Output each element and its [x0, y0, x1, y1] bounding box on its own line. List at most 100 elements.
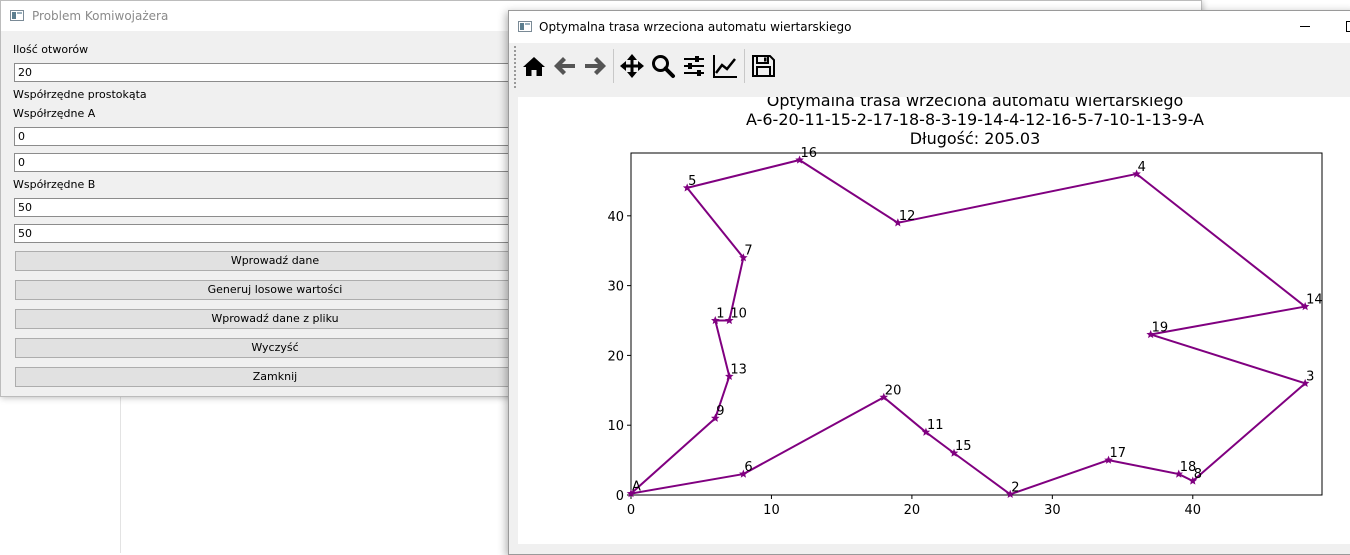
- point-marker-12: [893, 218, 903, 227]
- close-button[interactable]: Zamknij: [15, 367, 535, 387]
- enter-data-button[interactable]: Wprowadź dane: [15, 251, 535, 271]
- point-label-1: 1: [716, 307, 724, 322]
- y-tick-label: 10: [607, 419, 624, 434]
- point-label-6: 6: [744, 460, 752, 475]
- route-segment: [883, 396, 927, 433]
- point-marker-6: [739, 469, 748, 478]
- toolbar-separator: [613, 49, 614, 83]
- point-marker-10: [725, 316, 734, 325]
- coords-a-label: Współrzędne A: [13, 107, 96, 120]
- holes-label: Ilość otworów: [13, 43, 89, 56]
- point-label-A: A: [632, 480, 641, 495]
- x-tick-label: 40: [1185, 503, 1202, 518]
- point-marker-8: [1188, 476, 1198, 485]
- pan-icon[interactable]: [619, 53, 645, 79]
- route-chart: Optymalna trasa wrzeciona automatu wiert…: [607, 97, 1323, 518]
- route-segment: [953, 452, 1011, 496]
- point-marker-14: [1300, 302, 1310, 311]
- point-marker-18: [1174, 469, 1184, 478]
- route-segment: [897, 172, 1137, 224]
- plot-window: Optymalna trasa wrzeciona automatu wiert…: [508, 10, 1350, 555]
- x-tick-label: 10: [763, 503, 780, 518]
- x-tick-label: 0: [627, 503, 635, 518]
- route-segment: [1150, 333, 1306, 385]
- point-label-20: 20: [885, 383, 902, 398]
- point-label-2: 2: [1011, 480, 1019, 495]
- zoom-icon[interactable]: [650, 53, 676, 79]
- point-marker-4: [1132, 169, 1141, 178]
- point-label-15: 15: [955, 439, 972, 454]
- point-marker-19: [1146, 329, 1155, 339]
- point-marker-15: [949, 448, 959, 457]
- y-tick-label: 20: [607, 349, 624, 364]
- point-label-19: 19: [1152, 320, 1169, 335]
- edit-axis-icon[interactable]: [712, 53, 738, 79]
- toolbar-separator: [744, 49, 745, 83]
- point-marker-A: [626, 489, 636, 498]
- coord-a-x-input[interactable]: 0: [14, 127, 534, 146]
- chart-title-length: Długość: 205.03: [910, 129, 1041, 148]
- input-window-title: Problem Komiwojażera: [32, 9, 169, 23]
- point-marker-16: [795, 155, 804, 164]
- point-marker-7: [739, 253, 748, 262]
- point-label-5: 5: [688, 174, 696, 189]
- point-marker-9: [710, 413, 720, 422]
- route-segment: [686, 159, 800, 189]
- point-label-4: 4: [1138, 160, 1146, 175]
- point-label-7: 7: [744, 244, 752, 259]
- rect-coords-label: Współrzędne prostokąta: [13, 88, 147, 101]
- load-from-file-button[interactable]: Wprowadź dane z pliku: [15, 309, 535, 329]
- plot-toolbar: [509, 43, 1350, 93]
- home-icon[interactable]: [521, 53, 547, 79]
- route-segment: [925, 431, 955, 454]
- chart-title-route: A-6-20-11-15-2-17-18-8-3-19-14-4-12-16-5…: [746, 110, 1204, 129]
- generate-random-button[interactable]: Generuj losowe wartości: [15, 280, 535, 300]
- maximize-button[interactable]: [1339, 16, 1350, 36]
- coord-b-y-input[interactable]: 50: [14, 224, 534, 243]
- route-segment: [630, 473, 744, 495]
- plot-window-title: Optymalna trasa wrzeciona automatu wiert…: [539, 20, 852, 34]
- route-segment: [630, 417, 716, 495]
- route-segment: [742, 396, 885, 475]
- point-marker-13: [725, 371, 734, 380]
- save-icon[interactable]: [750, 53, 776, 79]
- toolbar-grip[interactable]: [514, 46, 516, 88]
- point-label-11: 11: [927, 418, 944, 433]
- coords-b-label: Współrzędne B: [13, 178, 96, 191]
- point-label-14: 14: [1306, 293, 1323, 308]
- forward-icon[interactable]: [582, 53, 608, 79]
- point-label-9: 9: [716, 404, 724, 419]
- y-tick-label: 30: [607, 280, 624, 295]
- chart-title-line-1: Optymalna trasa wrzeciona automatu wiert…: [767, 97, 1184, 110]
- point-label-16: 16: [801, 146, 818, 161]
- plot-canvas: Optymalna trasa wrzeciona automatu wiert…: [518, 97, 1350, 544]
- background-divider: [120, 395, 121, 553]
- point-marker-1: [710, 316, 720, 325]
- route-segment: [714, 320, 731, 377]
- point-label-3: 3: [1306, 369, 1314, 384]
- configure-subplots-icon[interactable]: [681, 53, 707, 79]
- point-label-8: 8: [1194, 467, 1202, 482]
- point-marker-5: [682, 183, 692, 192]
- route-segment: [686, 187, 745, 259]
- clear-button[interactable]: Wyczyść: [15, 338, 535, 358]
- back-icon[interactable]: [552, 53, 578, 79]
- point-marker-11: [921, 427, 931, 436]
- route-segment: [1135, 173, 1306, 308]
- route-segment: [1150, 305, 1306, 336]
- route-segment: [1192, 382, 1306, 482]
- minimize-button[interactable]: [1290, 16, 1320, 36]
- point-label-12: 12: [899, 209, 916, 224]
- coord-b-x-input[interactable]: 50: [14, 198, 534, 217]
- route-segment: [714, 376, 731, 419]
- route-segment: [798, 159, 899, 224]
- coord-a-y-input[interactable]: 0: [14, 153, 534, 172]
- route-segment: [1009, 459, 1109, 496]
- app-icon: [518, 21, 532, 32]
- route-segment: [728, 257, 745, 321]
- holes-input[interactable]: 20: [14, 63, 534, 82]
- point-marker-3: [1300, 378, 1310, 387]
- point-label-17: 17: [1110, 446, 1127, 461]
- plot-window-titlebar[interactable]: Optymalna trasa wrzeciona automatu wiert…: [509, 11, 1350, 43]
- y-tick-label: 0: [616, 489, 624, 504]
